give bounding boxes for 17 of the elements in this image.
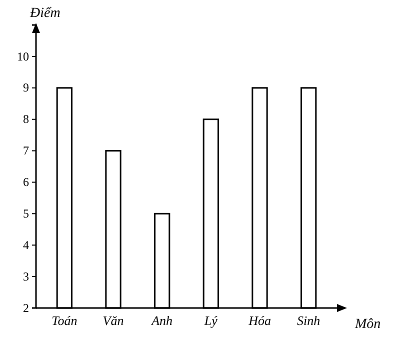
y-tick-label: 9: [23, 80, 29, 95]
y-tick-label: 10: [17, 49, 29, 64]
x-tick-label: Sinh: [297, 313, 320, 328]
x-tick-label: Toán: [52, 313, 78, 328]
x-axis-title: Môn: [354, 317, 381, 332]
y-tick-label: 7: [23, 144, 29, 158]
y-tick-label: 6: [23, 175, 29, 190]
y-tick-label: 5: [23, 206, 29, 221]
x-tick-label: Lý: [203, 313, 218, 328]
x-tick-label: Anh: [150, 313, 173, 328]
x-tick-label: Hóa: [248, 313, 272, 328]
y-tick-label: 4: [23, 238, 29, 252]
y-tick-label: 2: [23, 300, 29, 315]
y-tick-label: 8: [23, 112, 29, 126]
y-tick-label: 3: [23, 269, 29, 284]
x-tick-label: Văn: [102, 313, 124, 328]
y-axis-title: Điểm: [29, 6, 60, 21]
